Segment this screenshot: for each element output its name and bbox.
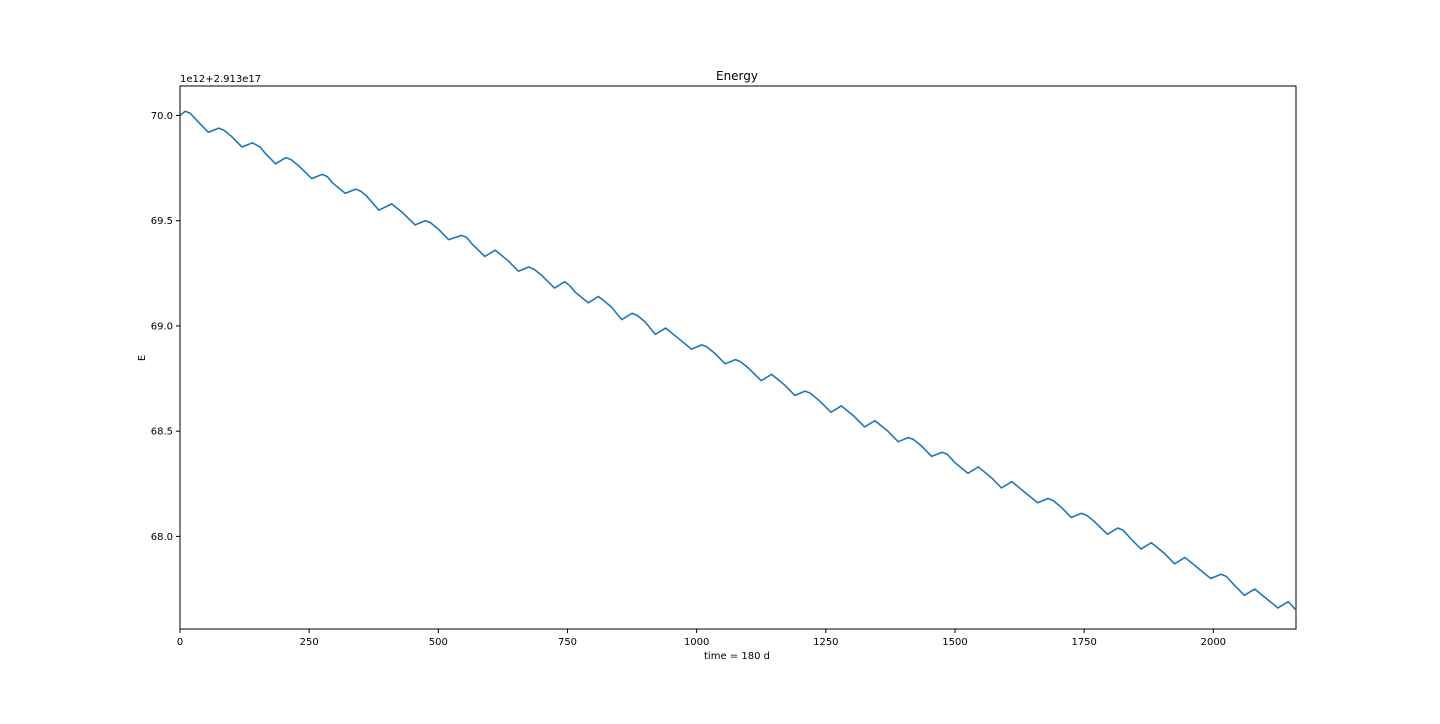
y-tick-label: 69.0 xyxy=(151,321,173,332)
x-axis-ticks: 0 250 500 750 1000 1250 1500 1750 2000 xyxy=(177,629,1226,648)
x-axis-label: time = 180 d xyxy=(704,651,770,662)
x-tick-label: 500 xyxy=(429,637,448,648)
x-tick-label: 1000 xyxy=(684,637,709,648)
series-line-0 xyxy=(179,110,1297,611)
y-tick-label: 70.0 xyxy=(151,111,173,122)
plot-area xyxy=(179,85,1297,630)
y-axis-ticks: 68.0 68.5 69.0 69.5 70.0 xyxy=(151,111,180,543)
y-axis-label: E xyxy=(137,355,148,361)
chart-title: Energy xyxy=(716,69,758,83)
x-tick-label: 250 xyxy=(300,637,319,648)
series-layer xyxy=(179,110,1297,611)
x-tick-label: 750 xyxy=(558,637,577,648)
plot-frame xyxy=(179,85,1297,630)
y-tick-label: 69.5 xyxy=(151,216,173,227)
x-tick-label: 0 xyxy=(177,637,183,648)
x-tick-label: 1250 xyxy=(813,637,838,648)
y-axis-offset-text: 1e12+2.913e17 xyxy=(180,74,261,85)
x-tick-label: 1500 xyxy=(942,637,967,648)
x-tick-label: 2000 xyxy=(1201,637,1226,648)
y-tick-label: 68.0 xyxy=(151,532,173,543)
y-tick-label: 68.5 xyxy=(151,427,173,438)
x-tick-label: 1750 xyxy=(1071,637,1096,648)
